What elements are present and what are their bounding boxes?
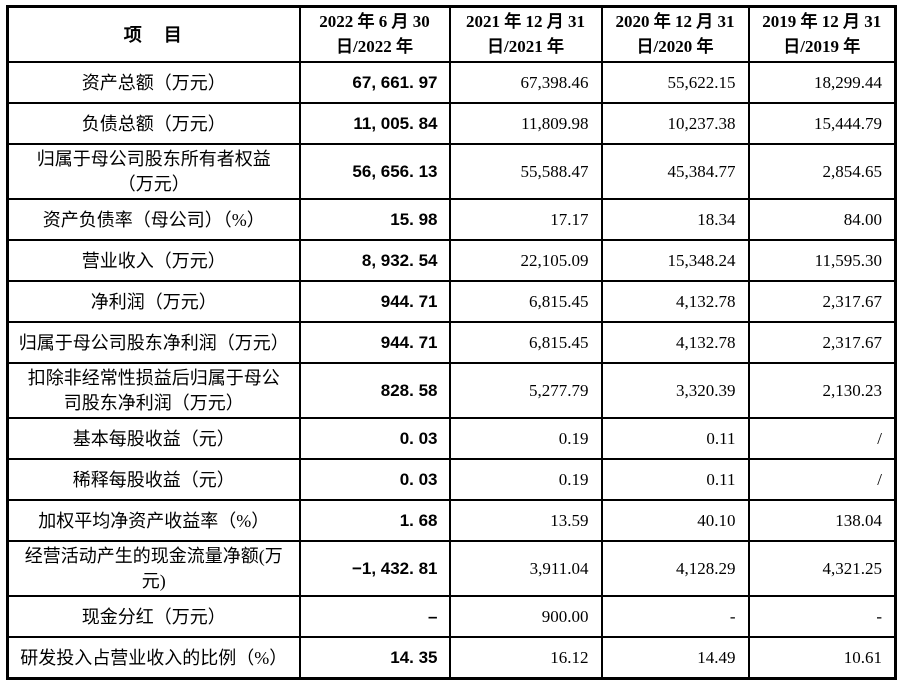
value-cell: 10.61: [747, 636, 897, 680]
value-cell: 2,854.65: [747, 143, 897, 201]
value-cell: 40.10: [600, 499, 750, 543]
value-cell: 14. 35: [298, 636, 451, 680]
value-cell: 0.11: [600, 458, 750, 502]
table-row-basic-eps: 基本每股收益（元） 0. 03 0.19 0.11 /: [6, 417, 897, 461]
value-cell: 4,128.29: [600, 540, 750, 598]
value-cell: 944. 71: [298, 280, 451, 324]
row-label: 归属于母公司股东所有者权益 （万元）: [6, 143, 301, 201]
table-row-total-liabilities: 负债总额（万元） 11, 005. 84 11,809.98 10,237.38…: [6, 102, 897, 146]
value-cell: 56, 656. 13: [298, 143, 451, 201]
row-label: 负债总额（万元）: [6, 102, 301, 146]
table-row-parent-equity: 归属于母公司股东所有者权益 （万元） 56, 656. 13 55,588.47…: [6, 143, 897, 201]
row-label: 现金分红（万元）: [6, 595, 301, 639]
value-cell: 11,595.30: [747, 239, 897, 283]
value-cell: 55,588.47: [448, 143, 603, 201]
value-cell: 6,815.45: [448, 321, 603, 365]
value-cell: 0.19: [448, 458, 603, 502]
value-cell: 828. 58: [298, 362, 451, 420]
value-cell: 14.49: [600, 636, 750, 680]
column-header-item: 项 目: [6, 5, 301, 64]
table-row-revenue: 营业收入（万元） 8, 932. 54 22,105.09 15,348.24 …: [6, 239, 897, 283]
value-cell: 3,320.39: [600, 362, 750, 420]
value-cell: 138.04: [747, 499, 897, 543]
value-cell: 0.19: [448, 417, 603, 461]
row-label: 研发投入占营业收入的比例（%）: [6, 636, 301, 680]
value-cell: 22,105.09: [448, 239, 603, 283]
value-cell: –: [298, 595, 451, 639]
value-cell: 10,237.38: [600, 102, 750, 146]
value-cell: 11, 005. 84: [298, 102, 451, 146]
row-label: 归属于母公司股东净利润（万元）: [6, 321, 301, 365]
column-header-2019: 2019 年 12 月 31 日/2019 年: [747, 5, 897, 64]
row-label: 资产总额（万元）: [6, 61, 301, 105]
value-cell: 18,299.44: [747, 61, 897, 105]
value-cell: 17.17: [448, 198, 603, 242]
value-cell: 15,348.24: [600, 239, 750, 283]
row-label: 营业收入（万元）: [6, 239, 301, 283]
value-cell: 5,277.79: [448, 362, 603, 420]
table-row-weighted-roe: 加权平均净资产收益率（%） 1. 68 13.59 40.10 138.04: [6, 499, 897, 543]
table-row-net-profit: 净利润（万元） 944. 71 6,815.45 4,132.78 2,317.…: [6, 280, 897, 324]
value-cell: 0.11: [600, 417, 750, 461]
column-header-2022: 2022 年 6 月 30 日/2022 年: [298, 5, 451, 64]
row-label: 资产负债率（母公司）（%）: [6, 198, 301, 242]
value-cell: 11,809.98: [448, 102, 603, 146]
value-cell: 4,132.78: [600, 280, 750, 324]
row-label: 加权平均净资产收益率（%）: [6, 499, 301, 543]
value-cell: 2,130.23: [747, 362, 897, 420]
financial-summary-table: 项 目 2022 年 6 月 30 日/2022 年 2021 年 12 月 3…: [6, 5, 897, 680]
value-cell: 16.12: [448, 636, 603, 680]
row-label: 基本每股收益（元）: [6, 417, 301, 461]
table-row-operating-cash-flow: 经营活动产生的现金流量净额(万 元) −1, 432. 81 3,911.04 …: [6, 540, 897, 598]
value-cell: 0. 03: [298, 417, 451, 461]
value-cell: 45,384.77: [600, 143, 750, 201]
value-cell: 2,317.67: [747, 280, 897, 324]
value-cell: 55,622.15: [600, 61, 750, 105]
value-cell: 3,911.04: [448, 540, 603, 598]
row-label: 经营活动产生的现金流量净额(万 元): [6, 540, 301, 598]
value-cell: 8, 932. 54: [298, 239, 451, 283]
table-row-rd-ratio: 研发投入占营业收入的比例（%） 14. 35 16.12 14.49 10.61: [6, 636, 897, 680]
table-row-cash-dividend: 现金分红（万元） – 900.00 - -: [6, 595, 897, 639]
value-cell: 15. 98: [298, 198, 451, 242]
value-cell: 944. 71: [298, 321, 451, 365]
value-cell: 6,815.45: [448, 280, 603, 324]
value-cell: −1, 432. 81: [298, 540, 451, 598]
column-header-2020: 2020 年 12 月 31 日/2020 年: [600, 5, 750, 64]
value-cell: 0. 03: [298, 458, 451, 502]
row-label: 净利润（万元）: [6, 280, 301, 324]
value-cell: -: [600, 595, 750, 639]
value-cell: -: [747, 595, 897, 639]
value-cell: 13.59: [448, 499, 603, 543]
value-cell: 1. 68: [298, 499, 451, 543]
value-cell: 67, 661. 97: [298, 61, 451, 105]
value-cell: 4,132.78: [600, 321, 750, 365]
value-cell: 900.00: [448, 595, 603, 639]
table-row-total-assets: 资产总额（万元） 67, 661. 97 67,398.46 55,622.15…: [6, 61, 897, 105]
value-cell: 18.34: [600, 198, 750, 242]
value-cell: /: [747, 458, 897, 502]
table-row-debt-ratio: 资产负债率（母公司）（%） 15. 98 17.17 18.34 84.00: [6, 198, 897, 242]
value-cell: 84.00: [747, 198, 897, 242]
table-row-deducted-net-profit: 扣除非经常性损益后归属于母公 司股东净利润（万元） 828. 58 5,277.…: [6, 362, 897, 420]
row-label: 扣除非经常性损益后归属于母公 司股东净利润（万元）: [6, 362, 301, 420]
value-cell: 67,398.46: [448, 61, 603, 105]
value-cell: 4,321.25: [747, 540, 897, 598]
value-cell: 15,444.79: [747, 102, 897, 146]
row-label: 稀释每股收益（元）: [6, 458, 301, 502]
value-cell: 2,317.67: [747, 321, 897, 365]
header-row: 项 目 2022 年 6 月 30 日/2022 年 2021 年 12 月 3…: [6, 5, 897, 64]
table-row-parent-net-profit: 归属于母公司股东净利润（万元） 944. 71 6,815.45 4,132.7…: [6, 321, 897, 365]
table-row-diluted-eps: 稀释每股收益（元） 0. 03 0.19 0.11 /: [6, 458, 897, 502]
column-header-2021: 2021 年 12 月 31 日/2021 年: [448, 5, 603, 64]
value-cell: /: [747, 417, 897, 461]
